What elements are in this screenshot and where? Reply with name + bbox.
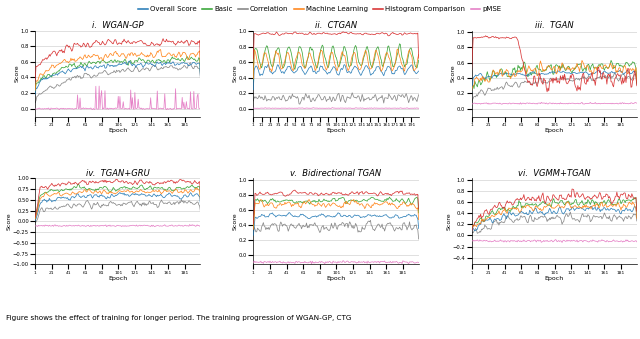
Title: iii.  TGAN: iii. TGAN: [535, 21, 573, 30]
X-axis label: Epoch: Epoch: [326, 128, 346, 133]
Text: Figure shows the effect of training for longer period. The training progression : Figure shows the effect of training for …: [6, 315, 352, 321]
X-axis label: Epoch: Epoch: [545, 276, 564, 281]
X-axis label: Epoch: Epoch: [326, 276, 346, 281]
Y-axis label: Score: Score: [232, 213, 237, 230]
Y-axis label: Score: Score: [14, 65, 19, 82]
Title: iv.  TGAN+GRU: iv. TGAN+GRU: [86, 168, 150, 178]
X-axis label: Epoch: Epoch: [108, 276, 127, 281]
Y-axis label: Score: Score: [6, 213, 12, 230]
Y-axis label: Score: Score: [451, 65, 456, 82]
X-axis label: Epoch: Epoch: [108, 128, 127, 133]
Title: i.  WGAN-GP: i. WGAN-GP: [92, 21, 143, 30]
Y-axis label: Score: Score: [446, 213, 451, 230]
Title: ii.  CTGAN: ii. CTGAN: [315, 21, 357, 30]
Legend: Overall Score, Basic, Correlation, Machine Learning, Histogram Comparison, pMSE: Overall Score, Basic, Correlation, Machi…: [136, 3, 504, 15]
Title: vi.  VGMM+TGAN: vi. VGMM+TGAN: [518, 168, 591, 178]
X-axis label: Epoch: Epoch: [545, 128, 564, 133]
Y-axis label: Score: Score: [232, 65, 237, 82]
Title: v.  Bidirectional TGAN: v. Bidirectional TGAN: [291, 168, 381, 178]
